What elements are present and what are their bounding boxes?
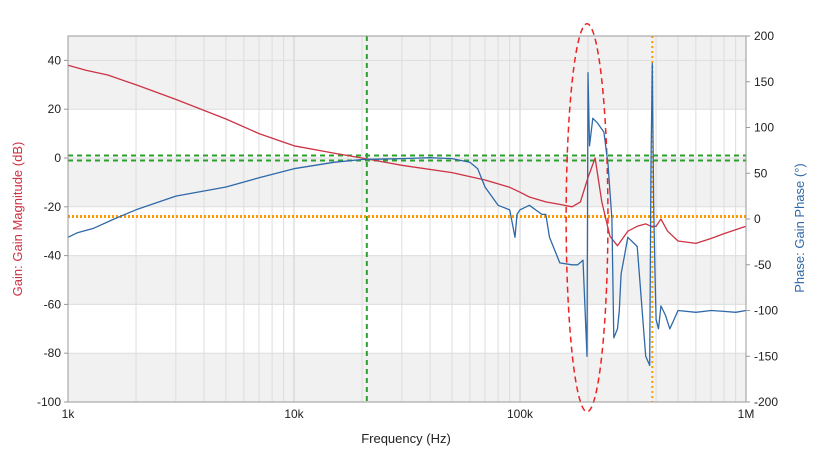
y-right-tick-100: 100	[754, 121, 774, 135]
series-lines	[67, 62, 747, 367]
y-left-tick-0: 0	[54, 151, 61, 165]
y-right-tick--200: -200	[754, 395, 778, 409]
y-right-tick-0: 0	[754, 212, 761, 226]
y-left-tick--40: -40	[44, 249, 62, 263]
y-left-tick--60: -60	[44, 297, 62, 311]
y-right-tick--100: -100	[754, 304, 778, 318]
phase-series-line	[67, 62, 747, 367]
y-axis-left-title: Gain: Gain Magnitude (dB)	[10, 142, 25, 297]
tick-labels: 1k 10k 100k 1M40200-20-40-60-80-10020015010…	[37, 29, 778, 421]
y-left-tick--80: -80	[44, 346, 62, 360]
gain-series-line	[67, 64, 747, 247]
band-0	[68, 158, 746, 207]
band--80	[68, 353, 746, 402]
x-tick-1M: 1M	[738, 407, 755, 421]
y-right-tick--150: -150	[754, 349, 778, 363]
y-right-tick-200: 200	[754, 29, 774, 43]
y-left-tick-40: 40	[48, 53, 62, 67]
x-tick-1k: 1k	[62, 407, 76, 421]
highlight-ellipse	[565, 23, 609, 413]
band-top	[68, 36, 746, 61]
x-tick-100k: 100k	[507, 407, 534, 421]
y-right-tick-50: 50	[754, 166, 768, 180]
y-right-tick-150: 150	[754, 75, 774, 89]
band--40	[68, 255, 746, 305]
x-axis-title: Frequency (Hz)	[361, 431, 451, 446]
y-axis-right-title: Phase: Gain Phase (°)	[792, 163, 807, 293]
y-left-tick--20: -20	[44, 200, 62, 214]
y-left-tick-20: 20	[48, 102, 62, 116]
background-bands	[68, 36, 746, 402]
x-tick-10k: 10k	[284, 407, 304, 421]
y-right-tick--50: -50	[754, 258, 772, 272]
y-left-tick--100: -100	[37, 395, 61, 409]
